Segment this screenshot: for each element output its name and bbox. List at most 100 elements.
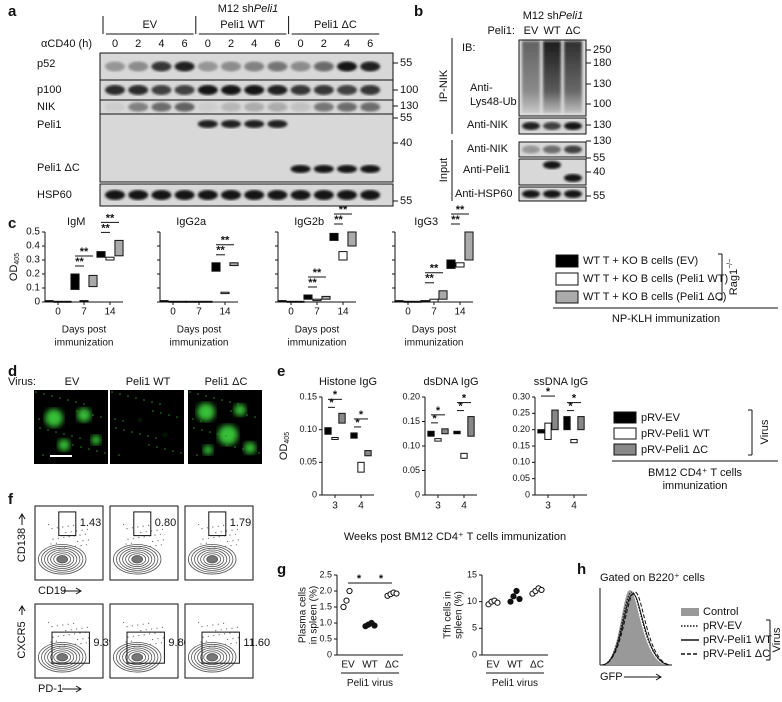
box	[105, 256, 115, 261]
event	[201, 626, 203, 628]
band	[267, 190, 288, 200]
sig-star: **	[456, 204, 465, 216]
time-label: 6	[367, 38, 373, 50]
band	[290, 85, 311, 95]
event	[131, 625, 133, 627]
event	[127, 636, 129, 638]
speck	[225, 435, 227, 437]
band	[244, 120, 265, 128]
legend-label: pRV-EV	[641, 412, 681, 424]
speck	[242, 448, 244, 450]
speck	[160, 412, 162, 414]
ip-label: IP-NIK	[438, 69, 450, 102]
speck	[176, 416, 178, 418]
speck	[201, 429, 203, 431]
event	[81, 529, 83, 531]
x-tick-label: 0	[405, 307, 411, 318]
legend-label: WT T + KO B cells (EV)	[583, 255, 698, 267]
x-tick-label: EV	[486, 660, 500, 671]
event	[205, 640, 207, 642]
event	[75, 643, 77, 646]
legend-swatch	[613, 443, 637, 456]
y-tick-label: 2.0	[319, 585, 332, 595]
band	[360, 165, 381, 173]
contour	[194, 547, 231, 571]
band	[221, 120, 241, 128]
event	[212, 624, 214, 626]
speck	[92, 414, 94, 416]
event	[220, 629, 222, 631]
point	[510, 593, 517, 600]
event	[80, 545, 82, 547]
plot-title: ssDNA IgG	[534, 376, 588, 388]
event	[236, 528, 238, 531]
band	[128, 85, 149, 95]
time-label: 0	[298, 38, 304, 50]
time-label: 0	[205, 38, 211, 50]
stain	[77, 408, 91, 422]
band	[543, 161, 561, 169]
point	[494, 599, 501, 606]
contour	[131, 555, 144, 564]
event	[156, 529, 158, 531]
x-tick-label: 7	[314, 307, 320, 318]
box	[329, 232, 339, 241]
event	[80, 643, 82, 645]
smear	[543, 41, 561, 113]
speck	[51, 395, 53, 397]
speck	[258, 452, 260, 454]
y-tick-label: 0	[525, 489, 530, 499]
event	[52, 636, 54, 638]
event	[152, 540, 154, 543]
speck	[238, 412, 240, 414]
y-axis-label: OD405	[8, 253, 21, 281]
contour	[128, 553, 147, 566]
event	[203, 549, 205, 551]
mw-marker: 55	[593, 152, 605, 164]
event	[236, 626, 238, 629]
y-tick-label: 1.0	[319, 617, 332, 627]
band	[197, 120, 218, 128]
event	[63, 536, 65, 539]
event	[227, 540, 229, 543]
event	[218, 536, 220, 538]
event	[65, 532, 67, 534]
event	[205, 542, 207, 544]
event	[145, 629, 147, 631]
time-label: 4	[251, 38, 257, 50]
event	[55, 542, 58, 544]
sig-star: *	[379, 573, 384, 585]
mw-marker: 40	[593, 166, 605, 178]
box	[357, 461, 365, 473]
event	[214, 547, 216, 549]
box	[159, 300, 169, 303]
event	[73, 524, 75, 527]
mw-marker: 55	[400, 112, 412, 124]
event	[237, 637, 239, 639]
event	[125, 641, 127, 643]
x-axis-label: Peli1 virus	[347, 678, 393, 689]
band	[522, 122, 540, 130]
box	[88, 274, 98, 288]
speck	[135, 397, 137, 399]
y-tick-label: 0.15	[512, 440, 530, 450]
event	[82, 638, 84, 640]
event	[223, 524, 225, 527]
event	[139, 547, 141, 549]
gate	[208, 511, 227, 537]
box	[570, 438, 578, 444]
speck	[104, 452, 106, 454]
label-part: Rag1	[728, 269, 740, 295]
panel-letter: c	[8, 215, 16, 232]
band	[105, 85, 125, 95]
y-tick-label: 0	[415, 489, 420, 499]
x-tick-label: 3	[545, 501, 551, 512]
event	[223, 622, 225, 625]
event	[217, 623, 219, 625]
speck	[111, 391, 113, 393]
event	[207, 537, 209, 539]
band	[151, 61, 172, 72]
box	[429, 298, 439, 303]
panel-letter: h	[577, 561, 586, 578]
speck	[148, 444, 150, 446]
